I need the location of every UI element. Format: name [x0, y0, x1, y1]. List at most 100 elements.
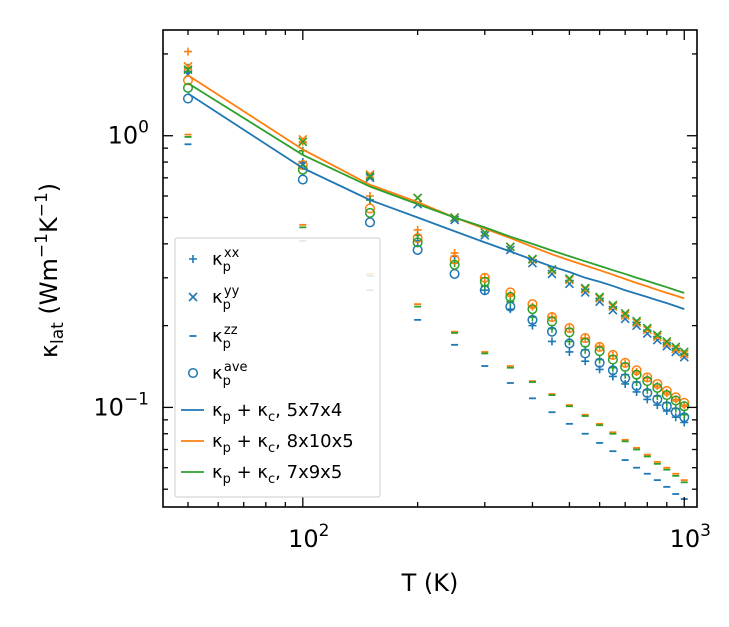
ylabel-units: (Wm: [35, 258, 63, 322]
x-tick-label: 103: [670, 521, 711, 553]
legend-subscript: p: [223, 374, 231, 389]
legend-superscript: zz: [224, 323, 238, 338]
data-point: [608, 302, 618, 312]
tick-base: 10: [108, 122, 139, 150]
data-point: [480, 230, 490, 240]
legend-entry: κpyy: [188, 284, 240, 313]
data-point: [580, 283, 590, 293]
model-lines: [187, 74, 685, 310]
data-point: [564, 327, 575, 338]
x-axis-label: T (K): [401, 569, 459, 597]
data-point: [595, 293, 605, 303]
legend-kappa: κ: [212, 363, 223, 384]
legend-subscript: c: [268, 441, 275, 456]
tick-base: 10: [93, 393, 124, 421]
legend-plus: + κ: [231, 400, 269, 421]
data-point: [595, 292, 605, 302]
data-point: [505, 291, 516, 303]
axis-labels: T (K)κlat (Wm−1K−1): [32, 183, 458, 597]
y-tick-label: 10−1: [93, 389, 149, 421]
data-point: [479, 276, 490, 287]
tick-exponent: 2: [319, 521, 330, 541]
data-point: [527, 299, 538, 310]
data-point: [642, 323, 652, 333]
data-point: [652, 378, 663, 390]
legend-superscript: xx: [224, 246, 240, 261]
data-point: [608, 300, 618, 310]
data-point: [505, 287, 516, 298]
legend-marker: [189, 255, 197, 263]
data-point: [632, 387, 641, 396]
data-point: [642, 387, 653, 399]
legend-box: [174, 237, 381, 498]
legend-label: κpyy: [212, 284, 240, 313]
data-point: [652, 394, 663, 405]
legend-subscript: c: [268, 472, 275, 487]
legend-entry: κpzz: [189, 323, 238, 352]
data-point: [642, 376, 653, 387]
ylabel-subscript: lat: [48, 322, 68, 344]
legend-kappa: κ: [212, 431, 223, 452]
legend-label: κp + κc, 8x10x5: [212, 431, 354, 456]
data-point: [620, 357, 631, 368]
data-point: [449, 259, 460, 270]
legend-subscript: p: [223, 441, 231, 456]
data-point: [662, 336, 672, 346]
series-line-14: [187, 82, 685, 294]
legend-kappa: κ: [212, 462, 223, 483]
legend-label: κp + κc, 7x9x5: [212, 462, 342, 487]
data-point: [364, 217, 376, 228]
data-point: [642, 325, 652, 335]
data-point: [546, 326, 558, 337]
series-11: [182, 82, 690, 412]
data-point: [620, 361, 631, 372]
data-point: [594, 341, 605, 352]
data-point: [671, 342, 681, 352]
legend-superscript: yy: [224, 284, 240, 299]
data-point: [365, 171, 375, 181]
data-point: [547, 337, 556, 346]
legend-entry: κp + κc, 7x9x5: [181, 462, 342, 487]
legend-subscript: p: [223, 337, 231, 352]
data-point: [298, 137, 308, 147]
data-point: [580, 333, 591, 344]
data-point: [594, 346, 605, 357]
legend-plus: + κ: [231, 431, 269, 452]
data-point: [620, 308, 630, 318]
tick-base: 10: [670, 525, 701, 553]
data-point: [412, 244, 423, 255]
data-point: [365, 169, 375, 180]
legend-label: κp + κc, 5x7x4: [212, 400, 342, 425]
data-point: [608, 363, 617, 372]
data-point: [680, 410, 689, 419]
legend-subscript: p: [223, 298, 231, 313]
data-point: [661, 390, 672, 401]
data-point: [632, 316, 642, 326]
data-point: [546, 312, 558, 323]
legend-label: κpzz: [212, 323, 238, 352]
data-point: [412, 237, 423, 248]
legend-marker: [188, 292, 198, 302]
data-point: [670, 392, 681, 403]
data-point: [580, 348, 591, 359]
data-point: [183, 61, 193, 71]
data-point: [652, 330, 662, 340]
data-point: [662, 338, 672, 348]
data-point: [298, 134, 308, 144]
series-line-13: [187, 74, 685, 300]
legend-entry: κp + κc, 5x7x4: [181, 400, 342, 425]
data-point: [506, 305, 515, 314]
legend-superscript: ave: [224, 360, 248, 375]
tick-base: 10: [288, 525, 319, 553]
y-tick-label: 100: [108, 118, 149, 150]
data-point: [679, 349, 689, 359]
data-point: [564, 322, 575, 334]
data-point: [528, 302, 537, 311]
plot-frame: [162, 29, 698, 508]
plot-marks: [182, 47, 690, 500]
data-point: [679, 347, 689, 357]
data-point: [546, 316, 558, 327]
data-point: [680, 418, 689, 427]
data-point: [364, 207, 376, 218]
